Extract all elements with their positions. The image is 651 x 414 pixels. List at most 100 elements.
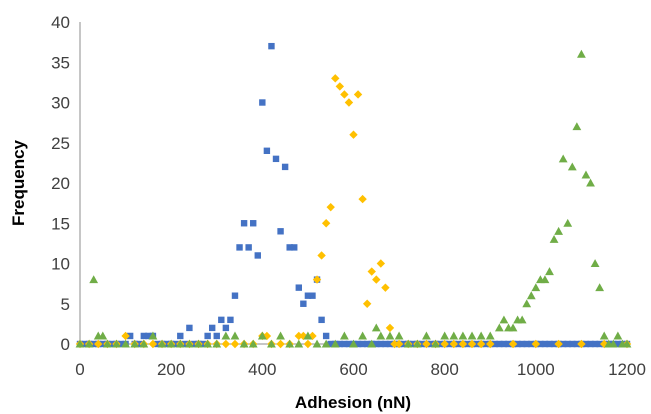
data-point-diamond <box>353 90 363 99</box>
data-point-triangle <box>339 331 349 340</box>
data-point-diamond <box>148 339 158 349</box>
data-point-square <box>281 163 289 171</box>
data-point-triangle <box>294 339 304 348</box>
data-point-diamond <box>440 339 449 349</box>
data-point-triangle <box>431 339 440 348</box>
data-point-triangle <box>84 339 94 348</box>
data-point-square <box>81 340 88 348</box>
y-tick-label: 20 <box>51 174 70 193</box>
data-point-triangle <box>581 170 591 179</box>
data-point-triangle <box>590 259 600 268</box>
data-point-square <box>455 340 462 348</box>
data-point-triangle <box>239 339 249 348</box>
data-point-square <box>373 340 380 348</box>
data-point-square <box>377 340 385 348</box>
data-point-square <box>386 340 394 348</box>
data-point-diamond <box>230 339 240 349</box>
data-point-square <box>341 340 348 348</box>
data-point-triangle <box>517 315 527 324</box>
data-point-square <box>345 340 353 348</box>
data-point-triangle <box>221 331 231 340</box>
data-point-square <box>99 340 106 348</box>
x-tick-label: 800 <box>430 360 458 379</box>
data-point-square <box>286 244 293 251</box>
data-point-diamond <box>367 267 376 276</box>
data-point-square <box>259 99 266 106</box>
data-point-triangle <box>175 339 185 348</box>
data-point-diamond <box>486 339 495 349</box>
data-point-diamond <box>385 323 395 333</box>
data-point-square <box>263 147 271 154</box>
data-point-triangle <box>321 339 331 348</box>
data-point-square <box>154 340 161 348</box>
data-point-triangle <box>112 339 121 348</box>
x-tick-label: 200 <box>157 360 185 379</box>
data-point-square <box>482 340 489 348</box>
data-point-diamond <box>340 90 349 99</box>
data-point-triangle <box>572 122 582 131</box>
data-point-diamond <box>390 339 399 349</box>
data-point-triangle <box>549 234 559 243</box>
data-point-square <box>117 340 125 348</box>
data-point-diamond <box>577 339 586 349</box>
y-tick-label: 5 <box>61 295 70 314</box>
data-point-diamond <box>449 339 458 349</box>
data-point-diamond <box>508 339 518 349</box>
data-point-triangle <box>608 339 618 348</box>
data-point-triangle <box>371 323 381 332</box>
data-point-triangle <box>102 339 112 348</box>
x-tick-labels: 0 200 400 600 800 1000 1200 <box>75 360 646 379</box>
data-point-square <box>541 340 549 348</box>
data-point-square <box>295 284 302 291</box>
data-point-square <box>186 324 193 332</box>
data-point-triangle <box>613 331 623 340</box>
data-point-diamond <box>321 219 331 228</box>
data-point-square <box>496 340 503 348</box>
data-point-square <box>559 340 567 348</box>
data-point-square <box>126 332 134 340</box>
data-point-square <box>514 340 521 348</box>
data-point-diamond <box>121 331 130 341</box>
data-point-triangle <box>522 299 532 308</box>
y-tick-label: 10 <box>51 255 70 274</box>
data-point-triangle <box>303 331 313 340</box>
data-point-square <box>218 316 225 324</box>
data-point-square <box>322 332 330 340</box>
data-point-square <box>222 324 230 332</box>
y-tick-label: 0 <box>61 335 70 354</box>
x-tick-label: 600 <box>339 360 367 379</box>
data-point-diamond <box>554 339 563 349</box>
data-point-square <box>172 340 179 348</box>
y-tick-label: 40 <box>51 13 70 32</box>
data-point-square <box>427 340 435 348</box>
data-point-diamond <box>376 259 386 268</box>
data-point-diamond <box>303 339 313 349</box>
data-point-diamond <box>312 275 322 284</box>
data-point-triangle <box>403 339 413 348</box>
data-point-square <box>309 292 316 299</box>
data-point-diamond <box>476 339 486 349</box>
data-point-triangle <box>494 323 504 332</box>
y-tick-label: 15 <box>51 214 70 233</box>
data-point-diamond <box>326 202 335 212</box>
data-point-triangle <box>385 331 395 340</box>
data-point-diamond <box>335 82 345 91</box>
data-point-square <box>236 244 243 251</box>
data-point-diamond <box>317 251 326 260</box>
data-point-diamond <box>276 339 285 349</box>
data-point-triangle <box>157 339 167 348</box>
data-point-triangle <box>185 339 194 348</box>
data-point-triangle <box>422 331 431 340</box>
data-point-diamond <box>394 339 404 349</box>
data-point-triangle <box>586 178 595 187</box>
data-point-triangle <box>563 218 573 227</box>
data-point-square <box>363 340 371 348</box>
data-point-diamond <box>467 339 477 349</box>
data-point-square <box>537 340 544 348</box>
data-point-triangle <box>599 331 609 340</box>
data-point-triangle <box>312 339 322 348</box>
data-point-diamond <box>372 275 381 284</box>
data-point-triangle <box>540 275 550 284</box>
data-point-triangle <box>358 331 368 340</box>
